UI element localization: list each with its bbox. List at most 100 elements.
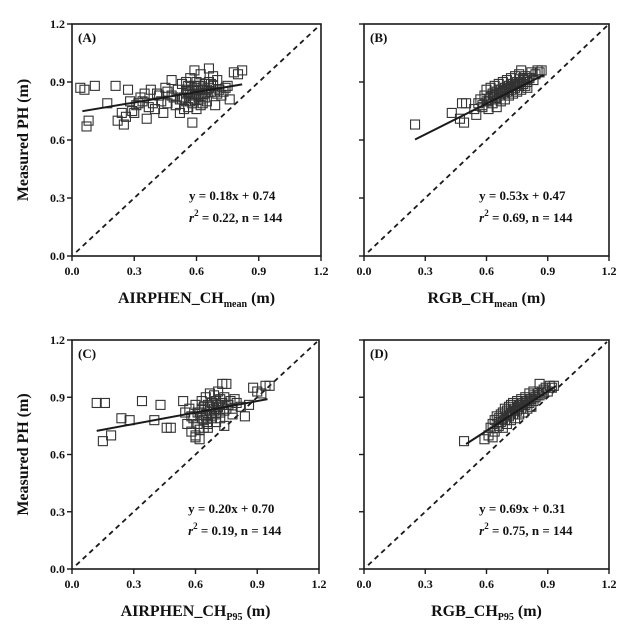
data-point bbox=[154, 90, 165, 101]
data-point bbox=[227, 409, 238, 420]
x-axis-label-subscript: P95 bbox=[498, 612, 514, 623]
data-point bbox=[143, 102, 154, 113]
data-point bbox=[145, 84, 156, 95]
regression-line bbox=[465, 385, 557, 445]
data-point bbox=[136, 396, 148, 407]
x-axis-label: RGB_CHP95 (m) bbox=[431, 603, 542, 623]
x-tick-label: 0.0 bbox=[357, 577, 372, 591]
x-tick-label: 1.2 bbox=[602, 264, 617, 278]
x-axis-label-unit: (m) bbox=[514, 603, 542, 620]
data-point bbox=[229, 394, 240, 405]
y-tick-label: 0.3 bbox=[50, 505, 65, 519]
data-point bbox=[166, 75, 177, 86]
panel-label: (B) bbox=[370, 30, 387, 45]
data-point bbox=[106, 430, 117, 441]
data-point bbox=[186, 411, 197, 422]
one-to-one-line bbox=[367, 341, 608, 566]
x-tick-label: 0.3 bbox=[126, 577, 141, 591]
data-point bbox=[199, 92, 210, 103]
data-point bbox=[458, 117, 470, 128]
regression-line bbox=[414, 74, 545, 141]
y-tick-label: 0.0 bbox=[50, 562, 65, 576]
x-tick-label: 0.0 bbox=[65, 577, 80, 591]
regression-stats: r2 = 0.75, n = 144 bbox=[479, 521, 573, 538]
y-tick-label: 1.2 bbox=[50, 17, 65, 31]
x-axis-label-subscript: P95 bbox=[226, 612, 242, 623]
x-tick-label: 1.2 bbox=[602, 577, 617, 591]
y-tick-label: 0.9 bbox=[50, 75, 65, 89]
data-point bbox=[79, 84, 90, 95]
x-tick-label: 0.3 bbox=[418, 264, 433, 278]
regression-line bbox=[96, 398, 268, 432]
data-point bbox=[165, 422, 176, 433]
x-tick-label: 0.0 bbox=[65, 264, 80, 278]
data-point bbox=[239, 411, 250, 422]
r-symbol: r bbox=[188, 523, 194, 538]
regression-line bbox=[82, 83, 243, 113]
x-tick-label: 1.2 bbox=[312, 577, 327, 591]
data-point bbox=[116, 413, 127, 424]
data-point bbox=[548, 380, 559, 391]
one-to-one-line bbox=[75, 25, 320, 253]
y-tick-label: 0.3 bbox=[50, 191, 65, 205]
r-symbol: r bbox=[479, 523, 485, 538]
x-tick-label: 0.9 bbox=[251, 264, 266, 278]
panel-d: 0.0 0.3 0.6 0.9 1.2 (D) y = 0.69x + 0.31 r2 = 0… bbox=[357, 339, 617, 623]
y-axis-label: Measured PH (m) bbox=[15, 393, 32, 515]
panel-c: 0.0 0.3 0.6 0.9 1.2 0.0 0.3 0.6 0.9 1.2 (C) y = 0.2… bbox=[15, 333, 327, 623]
x-tick-label: 0.9 bbox=[250, 577, 265, 591]
regression-equation: y = 0.69x + 0.31 bbox=[479, 501, 565, 516]
panel-b: 0.0 0.3 0.6 0.9 1.2 (B) y = 0.53x + 0.47 r2 = 0… bbox=[357, 23, 617, 310]
data-point bbox=[97, 436, 108, 447]
x-axis-label-main: RGB_CH bbox=[431, 603, 498, 620]
stats-values: = 0.75, n = 144 bbox=[489, 523, 573, 538]
data-point bbox=[158, 107, 169, 118]
x-tick-label: 0.6 bbox=[188, 577, 203, 591]
data-point bbox=[528, 75, 539, 86]
data-point bbox=[99, 397, 110, 409]
one-to-one-line bbox=[367, 25, 608, 253]
panel-label: (D) bbox=[370, 346, 388, 361]
data-point bbox=[187, 117, 198, 128]
data-point bbox=[471, 109, 482, 120]
r-exponent: 2 bbox=[484, 208, 489, 218]
x-axis-label-unit: (m) bbox=[518, 290, 546, 307]
data-point bbox=[208, 71, 219, 82]
data-point bbox=[210, 100, 221, 111]
y-tick-label: 0.6 bbox=[50, 133, 65, 147]
data-point bbox=[193, 84, 204, 95]
data-point bbox=[446, 107, 457, 118]
data-point bbox=[243, 399, 255, 410]
data-point bbox=[120, 111, 131, 122]
regression-stats: r2 = 0.22, n = 144 bbox=[189, 208, 283, 225]
x-axis-label: AIRPHEN_CHmean (m) bbox=[118, 290, 275, 310]
data-point bbox=[458, 436, 470, 447]
y-tick-label: 0.6 bbox=[50, 448, 65, 462]
data-point bbox=[190, 432, 201, 443]
data-point bbox=[189, 65, 200, 76]
r-exponent: 2 bbox=[193, 521, 198, 531]
r-symbol: r bbox=[479, 210, 485, 225]
regression-equation: y = 0.18x + 0.74 bbox=[189, 188, 276, 203]
x-tick-label: 0.9 bbox=[540, 264, 555, 278]
x-tick-label: 0.0 bbox=[357, 264, 372, 278]
x-tick-label: 0.3 bbox=[127, 264, 142, 278]
x-axis-label: RGB_CHmean (m) bbox=[428, 290, 546, 310]
data-point bbox=[197, 98, 208, 109]
x-tick-label: 0.9 bbox=[540, 577, 555, 591]
x-axis-label-unit: (m) bbox=[247, 290, 275, 307]
stats-values: = 0.19, n = 144 bbox=[198, 523, 282, 538]
x-tick-label: 0.6 bbox=[479, 264, 494, 278]
stats-values: = 0.22, n = 144 bbox=[199, 210, 283, 225]
data-point bbox=[83, 115, 94, 126]
data-point bbox=[409, 119, 421, 130]
stats-values: = 0.69, n = 144 bbox=[489, 210, 573, 225]
x-axis-label-subscript: mean bbox=[494, 299, 518, 310]
x-axis-label-main: RGB_CH bbox=[428, 290, 495, 307]
data-point bbox=[89, 80, 100, 91]
panel-label: (C) bbox=[78, 346, 96, 361]
regression-stats: r2 = 0.69, n = 144 bbox=[479, 208, 573, 225]
data-point bbox=[221, 378, 232, 389]
data-point bbox=[125, 96, 136, 107]
